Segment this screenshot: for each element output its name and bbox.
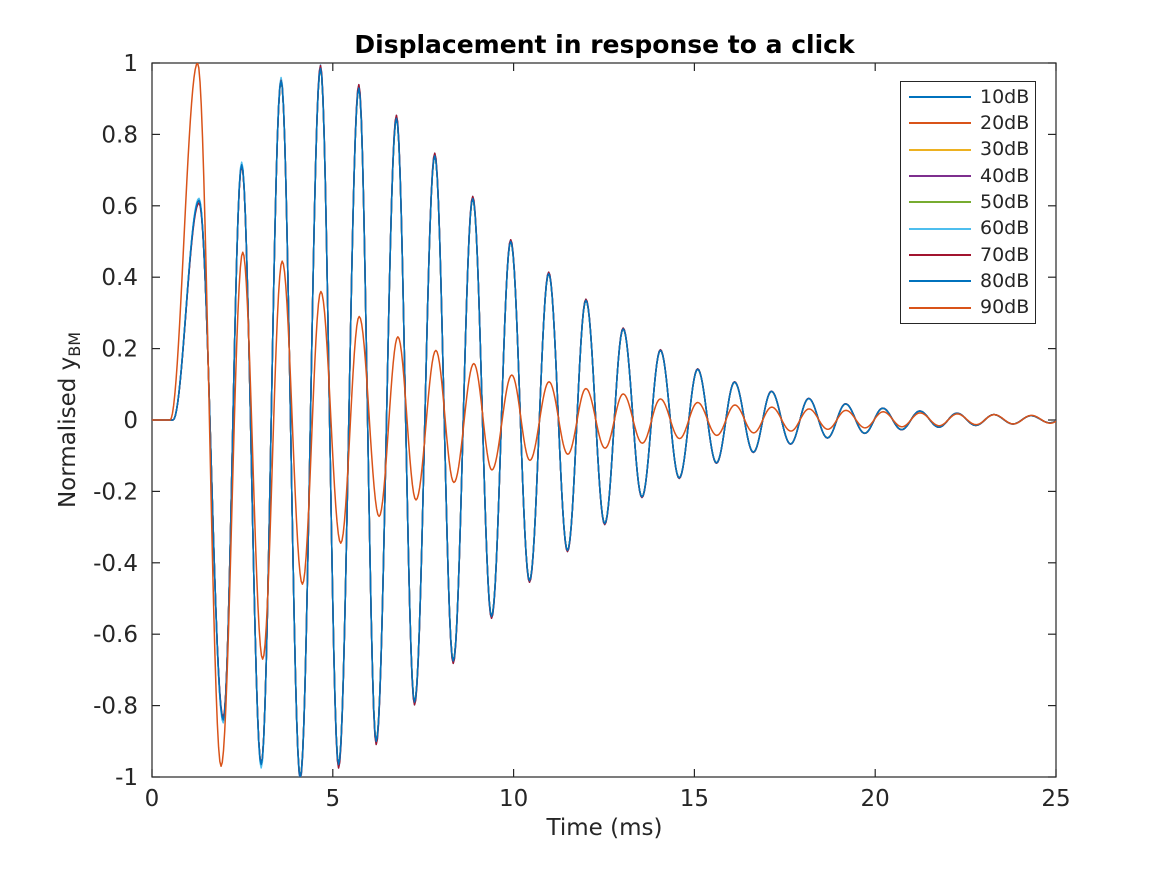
legend-color-line (909, 254, 971, 257)
y-tick-label: -0.4 (93, 551, 138, 577)
legend-entry-50dB: 50dB (901, 190, 1035, 215)
y-tick-label: 0 (123, 408, 138, 434)
y-tick-label: -1 (115, 765, 138, 791)
series-line-90dB (152, 63, 1056, 768)
series-line-80dB (152, 67, 1056, 777)
legend-entry-60dB: 60dB (901, 216, 1035, 241)
legend-entry-70dB: 70dB (901, 243, 1035, 268)
legend-entry-40dB: 40dB (901, 164, 1035, 189)
legend-label: 80dB (980, 269, 1030, 292)
legend-color-line (909, 148, 971, 151)
legend-label: 90dB (980, 296, 1030, 319)
legend-color-line (909, 96, 971, 99)
x-tick-label: 15 (680, 786, 709, 812)
legend-color-line (909, 306, 971, 309)
x-axis-label: Time (ms) (546, 815, 663, 841)
legend-color-line (909, 122, 971, 125)
y-tick-label: -0.6 (93, 622, 138, 648)
legend-label: 10dB (980, 85, 1030, 108)
y-tick-label: 0.2 (101, 337, 138, 363)
tick-marks (151, 62, 1057, 778)
x-tick-label: 10 (499, 786, 528, 812)
y-tick-label: 0.8 (101, 122, 138, 148)
legend-box: 10dB 20dB 30dB 40dB 50dB 60dB 70dB 80dB 90dB (900, 81, 1036, 324)
y-tick-label: 0.6 (101, 194, 138, 220)
y-axis-label-subscript: BM (65, 331, 84, 357)
legend-entry-30dB: 30dB (901, 137, 1035, 162)
legend-label: 70dB (980, 243, 1030, 266)
legend-label: 30dB (980, 138, 1030, 161)
x-tick-label: 0 (145, 786, 160, 812)
legend-color-line (909, 175, 971, 178)
tick-labels: 0 5 10 15 20 25 -1 -0.8 -0.6 -0.4 -0.2 0 0.2 0.4 0.6 0.… (93, 51, 1071, 812)
chart-title: Displacement in response to a click (354, 30, 855, 59)
x-tick-label: 25 (1041, 786, 1070, 812)
series-lines (152, 63, 1056, 777)
y-tick-label: 0.4 (101, 265, 138, 291)
legend-entry-20dB: 20dB (901, 111, 1035, 136)
legend-color-line (909, 201, 971, 204)
y-tick-label: -0.8 (93, 694, 138, 720)
legend-label: 50dB (980, 190, 1030, 213)
legend-label: 60dB (980, 217, 1030, 240)
legend-color-line (909, 227, 971, 230)
legend-label: 20dB (980, 111, 1030, 134)
legend-entry-10dB: 10dB (901, 85, 1035, 110)
legend-entry-90dB: 90dB (901, 295, 1035, 320)
legend-color-line (909, 280, 971, 283)
y-axis-label-main: Normalised y (55, 356, 81, 509)
y-tick-label: 1 (123, 51, 138, 77)
legend-label: 40dB (980, 164, 1030, 187)
x-tick-label: 5 (325, 786, 340, 812)
y-tick-label: -0.2 (93, 479, 138, 505)
legend-entry-80dB: 80dB (901, 269, 1035, 294)
x-tick-label: 20 (861, 786, 890, 812)
y-axis-label: Normalised yBM (55, 331, 84, 509)
